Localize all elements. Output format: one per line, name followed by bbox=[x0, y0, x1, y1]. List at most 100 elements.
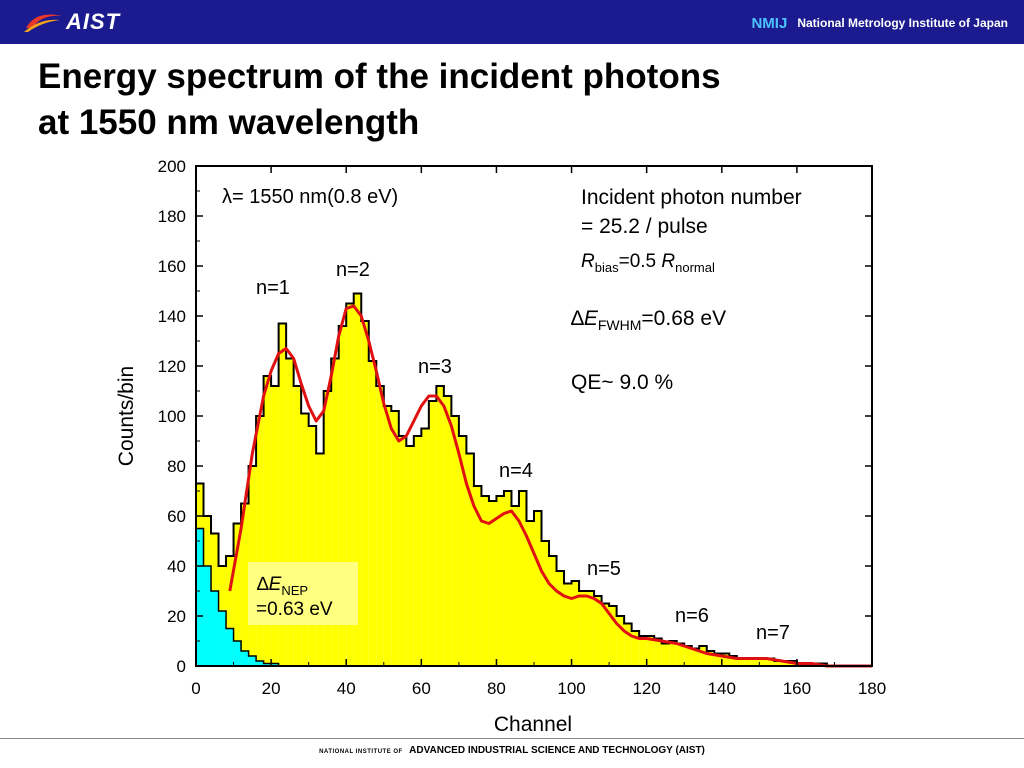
y-tick-label: 120 bbox=[158, 357, 186, 376]
footer-prefix: NATIONAL INSTITUTE OF bbox=[319, 749, 403, 755]
title-line-1: Energy spectrum of the incident photons bbox=[38, 57, 721, 96]
histogram-bar bbox=[714, 653, 722, 666]
histogram-bar bbox=[338, 326, 347, 666]
histogram-bar bbox=[421, 428, 429, 666]
histogram-bar bbox=[699, 646, 707, 666]
histogram-bar bbox=[616, 616, 625, 666]
footer-main: ADVANCED INDUSTRIAL SCIENCE AND TECHNOLO… bbox=[409, 745, 705, 756]
noise-bar bbox=[233, 641, 242, 666]
noise-bar bbox=[263, 663, 272, 666]
histogram-bar bbox=[458, 436, 467, 666]
noise-bar bbox=[271, 663, 279, 666]
histogram-bar bbox=[473, 486, 482, 666]
histogram-bar bbox=[571, 581, 580, 666]
y-axis-label: Counts/bin bbox=[115, 366, 138, 466]
histogram-bar bbox=[398, 436, 407, 666]
histogram-bar bbox=[316, 453, 324, 666]
x-axis-label: Channel bbox=[494, 713, 572, 736]
histogram-bar bbox=[383, 406, 392, 666]
histogram-bar bbox=[323, 391, 332, 666]
histogram-bar bbox=[301, 413, 309, 666]
nmij-name: National Metrology Institute of Japan bbox=[797, 16, 1008, 30]
y-tick-label: 80 bbox=[167, 457, 186, 476]
histogram-bar bbox=[541, 541, 550, 666]
aist-swoosh-icon bbox=[24, 14, 62, 32]
histogram-bar bbox=[488, 501, 497, 666]
nmij-logo: NMIJ bbox=[751, 14, 788, 32]
x-tick-label: 160 bbox=[783, 679, 811, 698]
histogram-bar bbox=[346, 303, 354, 666]
histogram-bar bbox=[579, 591, 587, 666]
noise-bar bbox=[248, 656, 257, 666]
aist-logo: AIST bbox=[22, 8, 132, 36]
histogram-bar bbox=[263, 376, 272, 666]
wavelength-label: λ= 1550 nm(0.8 eV) bbox=[222, 186, 398, 208]
histogram-bar bbox=[706, 651, 715, 666]
x-tick-label: 120 bbox=[632, 679, 660, 698]
histogram-bar bbox=[751, 658, 760, 666]
histogram-bar bbox=[639, 636, 647, 666]
histogram-bar bbox=[466, 453, 474, 666]
histogram-bar bbox=[376, 386, 384, 666]
histogram-bar bbox=[428, 401, 437, 666]
footer: NATIONAL INSTITUTE OF ADVANCED INDUSTRIA… bbox=[0, 745, 1024, 756]
histogram-bar bbox=[361, 321, 369, 666]
x-tick-label: 60 bbox=[412, 679, 431, 698]
nmij-brand: NMIJ National Metrology Institute of Jap… bbox=[751, 13, 1008, 33]
histogram-bar bbox=[503, 491, 512, 666]
histogram-bar bbox=[766, 658, 775, 666]
histogram-bar bbox=[661, 643, 670, 666]
noise-bar bbox=[203, 566, 212, 666]
histogram-bar bbox=[271, 386, 279, 666]
histogram-bar bbox=[601, 603, 610, 666]
histogram-bar bbox=[293, 386, 302, 666]
histogram-bar bbox=[684, 646, 692, 666]
histogram-bar bbox=[368, 361, 377, 666]
peak-label-n3: n=3 bbox=[418, 356, 452, 378]
histogram-bar bbox=[436, 386, 444, 666]
histogram-bar bbox=[534, 511, 542, 666]
x-tick-label: 80 bbox=[487, 679, 506, 698]
photon-number-line2: = 25.2 / pulse bbox=[581, 215, 708, 238]
histogram-bar bbox=[233, 523, 242, 666]
histogram-bar bbox=[286, 358, 294, 666]
y-tick-label: 60 bbox=[167, 507, 186, 526]
histogram-bar bbox=[406, 446, 414, 666]
peak-label-n2: n=2 bbox=[336, 259, 370, 281]
histogram-bar bbox=[308, 426, 317, 666]
y-tick-label: 140 bbox=[158, 307, 186, 326]
histogram-bar bbox=[676, 643, 685, 666]
histogram-bar bbox=[721, 653, 730, 666]
y-tick-label: 40 bbox=[167, 557, 186, 576]
histogram-bar bbox=[624, 623, 632, 666]
noise-bar bbox=[211, 591, 219, 666]
histogram-outline bbox=[195, 292, 872, 667]
peak-label-n1: n=1 bbox=[256, 277, 290, 299]
histogram-bar bbox=[413, 436, 422, 666]
histogram-bar bbox=[631, 631, 640, 666]
histogram-bar bbox=[353, 293, 362, 666]
histogram-bar bbox=[278, 323, 287, 666]
histogram-bar bbox=[549, 556, 557, 666]
x-tick-label: 40 bbox=[337, 679, 356, 698]
histogram-bar bbox=[646, 636, 655, 666]
y-tick-label: 180 bbox=[158, 207, 186, 226]
histogram-bar bbox=[759, 658, 767, 666]
photon-number-line1: Incident photon number bbox=[581, 186, 802, 209]
x-tick-label: 0 bbox=[191, 679, 200, 698]
histogram-bar bbox=[226, 556, 234, 666]
histogram-bar bbox=[518, 491, 527, 666]
histogram-bar bbox=[609, 606, 617, 666]
header-bar: AIST NMIJ National Metrology Institute o… bbox=[0, 0, 1024, 44]
histogram-bar bbox=[443, 396, 452, 666]
histogram-bar bbox=[511, 506, 519, 666]
noise-bar bbox=[256, 661, 264, 666]
footer-divider bbox=[0, 738, 1024, 739]
histogram-bar bbox=[331, 358, 339, 666]
histogram-bar bbox=[736, 658, 745, 666]
histogram-bar bbox=[256, 416, 264, 666]
nep-label: ∆ENEP bbox=[257, 574, 308, 598]
peak-label-n4: n=4 bbox=[499, 460, 533, 482]
noise-bar bbox=[226, 628, 234, 666]
peak-label-n7: n=7 bbox=[756, 622, 790, 644]
